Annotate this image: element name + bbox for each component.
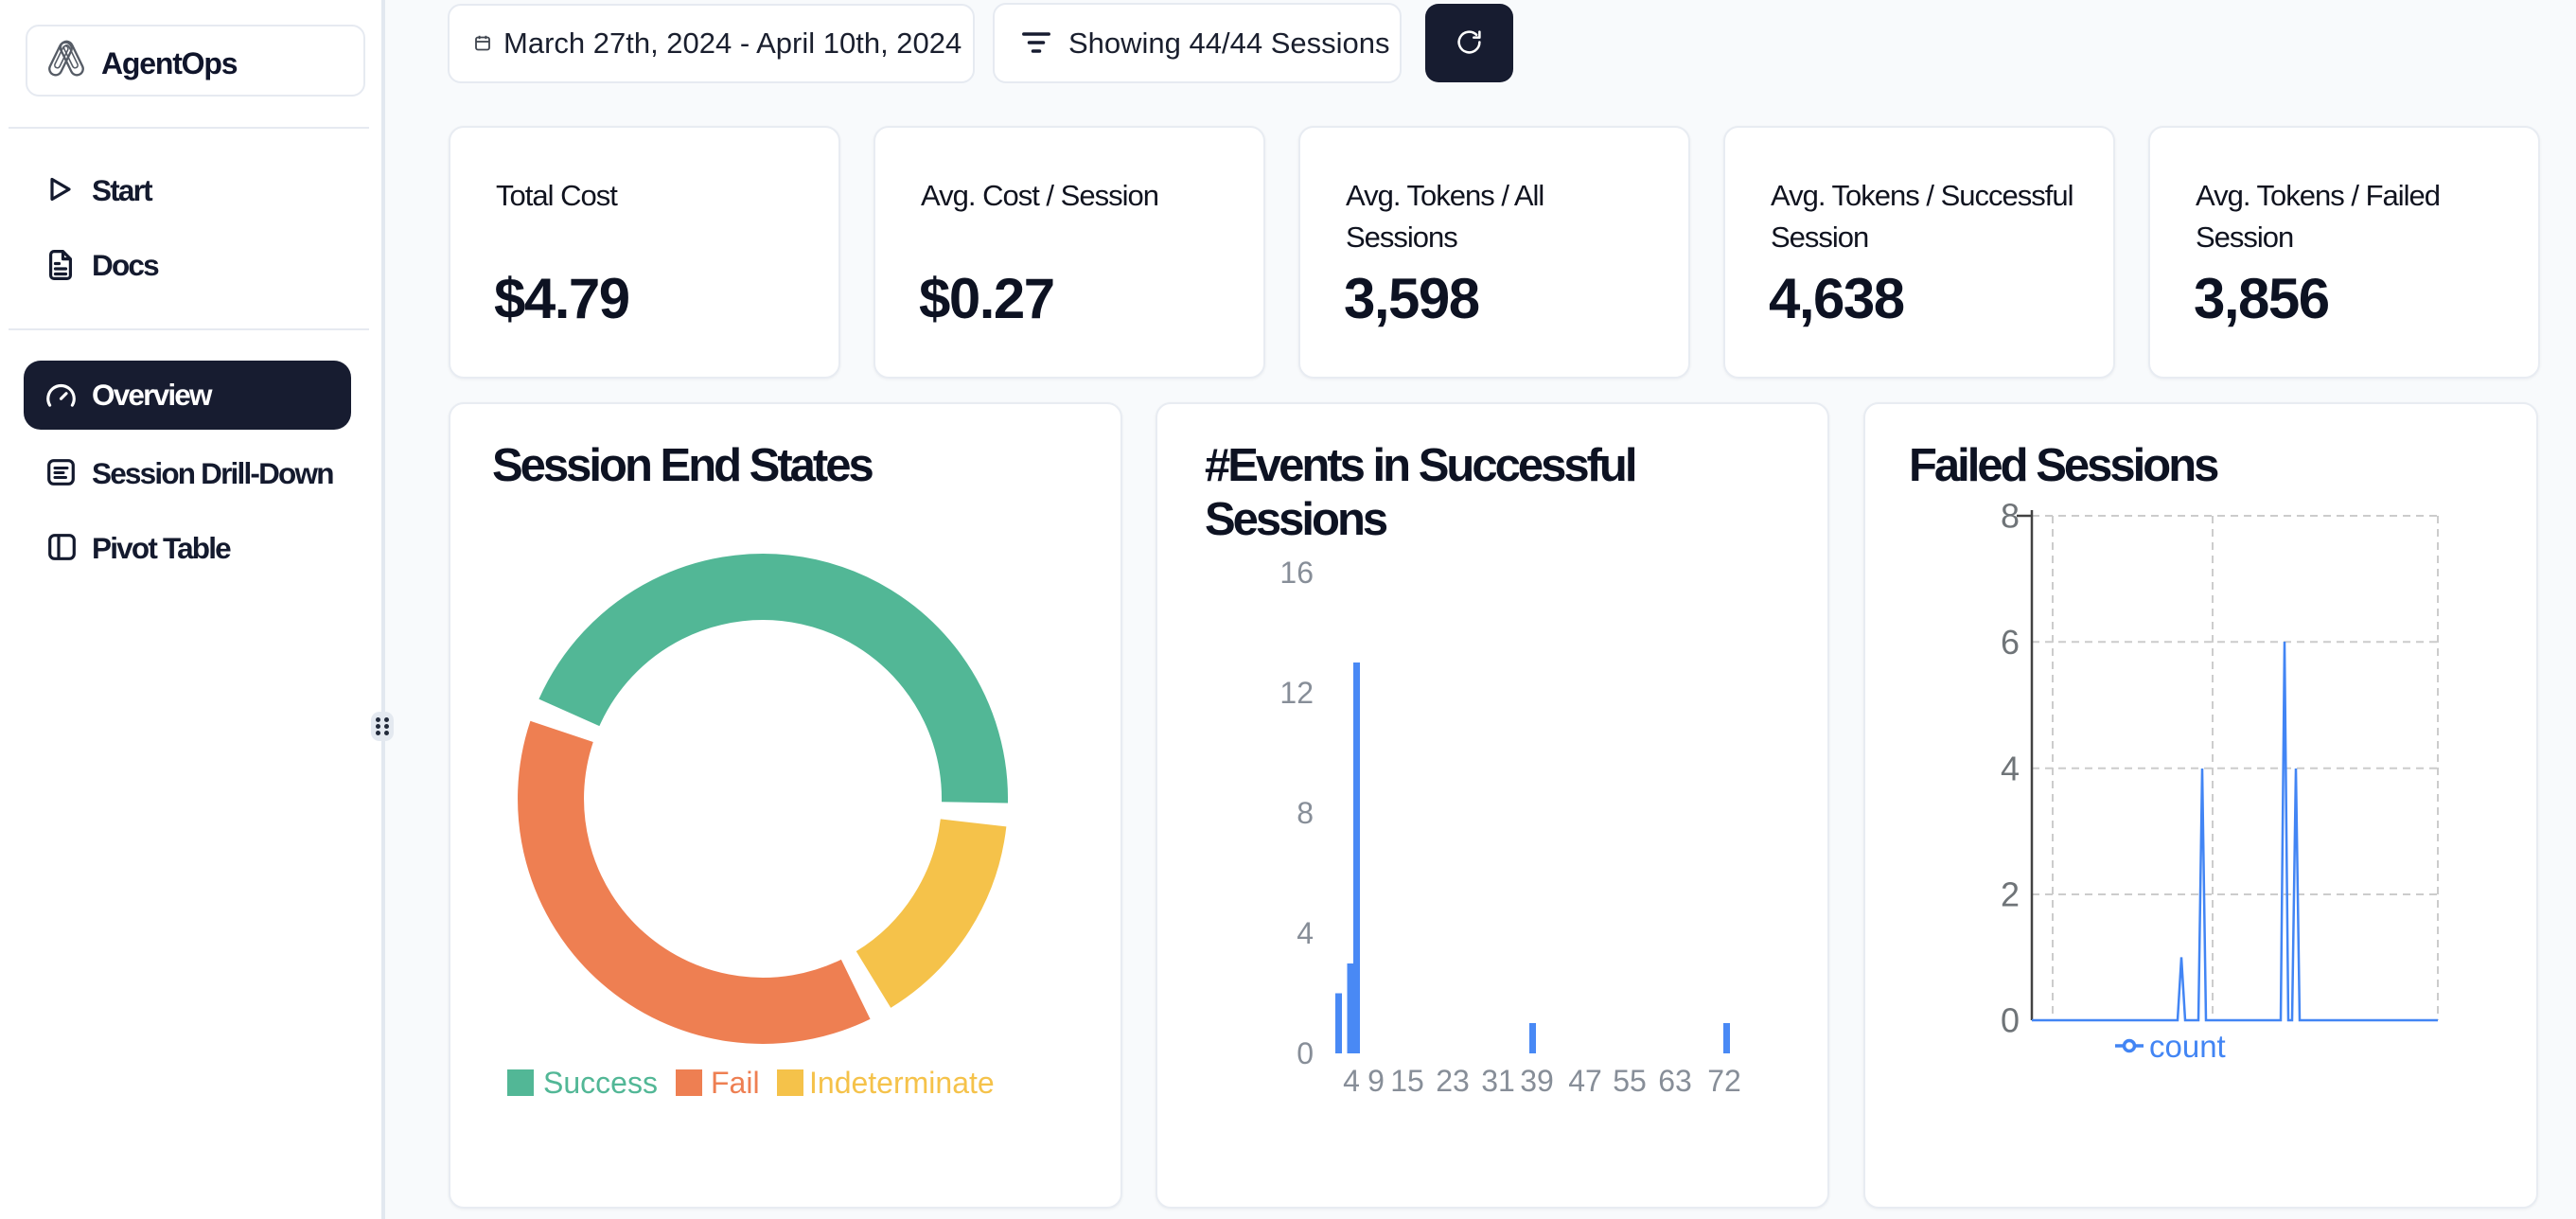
svg-text:15: 15 (1390, 1064, 1424, 1098)
svg-text:72: 72 (1707, 1064, 1741, 1098)
svg-text:12: 12 (1279, 676, 1314, 710)
svg-text:count: count (2149, 1029, 2226, 1064)
svg-text:0: 0 (1297, 1036, 1314, 1070)
svg-text:8: 8 (2001, 497, 2020, 536)
svg-text:31: 31 (1481, 1064, 1515, 1098)
svg-text:55: 55 (1613, 1064, 1647, 1098)
svg-text:8: 8 (1297, 796, 1314, 830)
svg-text:9: 9 (1367, 1064, 1385, 1098)
svg-text:4: 4 (2001, 749, 2020, 787)
svg-text:47: 47 (1568, 1064, 1602, 1098)
svg-text:0: 0 (2001, 1001, 2020, 1040)
svg-text:2: 2 (2001, 875, 2020, 914)
svg-text:23: 23 (1436, 1064, 1470, 1098)
svg-text:4: 4 (1343, 1064, 1360, 1098)
svg-text:Success: Success (543, 1066, 658, 1100)
svg-text:16: 16 (1279, 556, 1314, 590)
svg-text:Fail: Fail (711, 1066, 760, 1100)
svg-text:6: 6 (2001, 623, 2020, 662)
svg-text:39: 39 (1520, 1064, 1554, 1098)
svg-text:4: 4 (1297, 916, 1314, 950)
svg-text:Indeterminate: Indeterminate (809, 1066, 995, 1100)
svg-text:63: 63 (1658, 1064, 1692, 1098)
